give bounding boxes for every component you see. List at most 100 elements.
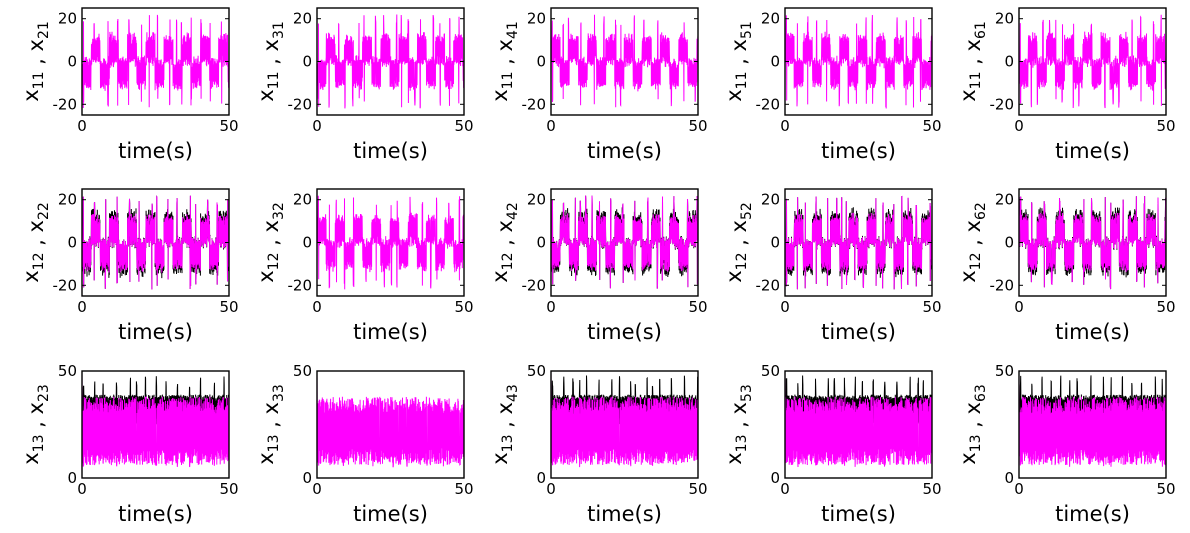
plot-area [82, 195, 229, 295]
subplot-r0c4: 0 50 -20 0 20 time(s) x11 , x61 [956, 7, 1176, 163]
x-tick-label: 0 [77, 117, 87, 135]
y-tick-label: 0 [302, 53, 312, 71]
x-axis-label: time(s) [353, 320, 428, 344]
x-axis-label: time(s) [353, 502, 428, 526]
subplot-r2c0: 0 50 0 50 time(s) x13 , x23 [19, 362, 239, 526]
y-tick-label: -20 [522, 276, 547, 294]
y-tick-label: 50 [527, 362, 546, 380]
x-tick-label: 50 [688, 480, 707, 498]
axes-box [784, 370, 933, 479]
x-tick-label: 50 [454, 298, 473, 316]
x-tick-label: 50 [219, 298, 238, 316]
y-tick-label: 50 [761, 362, 780, 380]
plot-area [551, 14, 698, 114]
y-axis-label: x11 , x31 [254, 21, 287, 102]
series-line-follower [317, 14, 464, 114]
plot-area [82, 14, 229, 114]
y-tick-label: 20 [995, 191, 1014, 209]
series-line-follower [551, 372, 698, 468]
y-tick-label: -20 [288, 276, 313, 294]
x-axis-label: time(s) [118, 502, 193, 526]
x-tick-label: 50 [688, 117, 707, 135]
plot-area [551, 372, 698, 468]
y-tick-label: 50 [58, 362, 77, 380]
subplot-r2c1: 0 50 0 50 time(s) x13 , x33 [254, 362, 474, 526]
x-tick-label: 0 [1014, 480, 1024, 498]
y-tick-label: 0 [770, 469, 780, 487]
y-tick-label: 50 [293, 362, 312, 380]
y-tick-label: -20 [53, 276, 78, 294]
series-line-follower [82, 14, 229, 114]
x-tick-label: 0 [77, 480, 87, 498]
x-tick-label: 50 [454, 117, 473, 135]
subplot-r0c3: 0 50 -20 0 20 time(s) x11 , x51 [722, 7, 942, 163]
y-axis-label: x13 , x33 [254, 384, 287, 465]
x-tick-label: 0 [546, 117, 556, 135]
y-tick-label: 20 [293, 191, 312, 209]
x-axis-label: time(s) [821, 502, 896, 526]
x-axis-label: time(s) [353, 139, 428, 163]
y-axis-label: x12 , x42 [488, 202, 521, 283]
y-tick-label: 0 [67, 53, 77, 71]
subplot-r0c2: 0 50 -20 0 20 time(s) x11 , x41 [488, 7, 708, 163]
x-tick-label: 0 [312, 480, 322, 498]
plot-area [317, 372, 464, 468]
y-tick-label: 0 [536, 53, 546, 71]
x-tick-label: 50 [1156, 480, 1175, 498]
x-axis-label: time(s) [821, 320, 896, 344]
x-tick-label: 0 [1014, 117, 1024, 135]
x-tick-label: 0 [780, 298, 790, 316]
x-tick-label: 50 [219, 480, 238, 498]
series-line-follower [1019, 14, 1166, 114]
x-tick-label: 0 [77, 298, 87, 316]
series-line-follower [1019, 196, 1166, 295]
y-tick-label: 0 [536, 469, 546, 487]
y-axis-label: x13 , x23 [19, 384, 52, 465]
x-tick-label: 50 [922, 117, 941, 135]
x-tick-label: 0 [1014, 298, 1024, 316]
y-tick-label: -20 [756, 95, 781, 113]
subplot-r1c2: 0 50 -20 0 20 time(s) x12 , x42 [488, 188, 708, 344]
subplot-r1c0: 0 50 -20 0 20 time(s) x12 , x22 [19, 188, 239, 344]
y-tick-label: 0 [770, 234, 780, 252]
y-tick-label: 0 [67, 469, 77, 487]
axes-box [550, 370, 699, 479]
plot-area [1019, 14, 1166, 114]
y-tick-label: 20 [761, 10, 780, 28]
x-axis-label: time(s) [118, 139, 193, 163]
x-tick-label: 0 [312, 298, 322, 316]
y-tick-label: 0 [1004, 53, 1014, 71]
plot-area [785, 195, 932, 295]
y-axis-label: x11 , x21 [19, 21, 52, 102]
axes-box [1018, 370, 1167, 479]
plot-area [317, 195, 464, 295]
x-axis-label: time(s) [587, 139, 662, 163]
x-tick-label: 50 [1156, 117, 1175, 135]
x-tick-label: 0 [312, 117, 322, 135]
y-axis-label: x11 , x61 [956, 21, 989, 102]
y-tick-label: 20 [58, 191, 77, 209]
subplot-r1c3: 0 50 -20 0 20 time(s) x12 , x52 [722, 188, 942, 344]
series-line-follower [82, 372, 229, 468]
y-tick-label: 0 [536, 234, 546, 252]
series-line-follower [317, 195, 464, 295]
subplot-r0c0: 0 50 -20 0 20 time(s) x11 , x21 [19, 7, 239, 163]
y-tick-label: 0 [302, 234, 312, 252]
y-tick-label: -20 [522, 95, 547, 113]
x-axis-label: time(s) [118, 320, 193, 344]
x-axis-label: time(s) [1055, 502, 1130, 526]
series-line-follower [1019, 372, 1166, 467]
axes-box [81, 370, 230, 479]
x-tick-label: 50 [1156, 298, 1175, 316]
x-tick-label: 0 [780, 117, 790, 135]
subplot-r0c1: 0 50 -20 0 20 time(s) x11 , x31 [254, 7, 474, 163]
series-line-follower [317, 372, 464, 468]
plot-area [317, 14, 464, 114]
plot-area [785, 372, 932, 468]
x-tick-label: 50 [454, 480, 473, 498]
y-tick-label: 20 [293, 10, 312, 28]
series-line-follower [82, 195, 229, 295]
x-axis-label: time(s) [587, 320, 662, 344]
series-line-follower [785, 195, 932, 295]
